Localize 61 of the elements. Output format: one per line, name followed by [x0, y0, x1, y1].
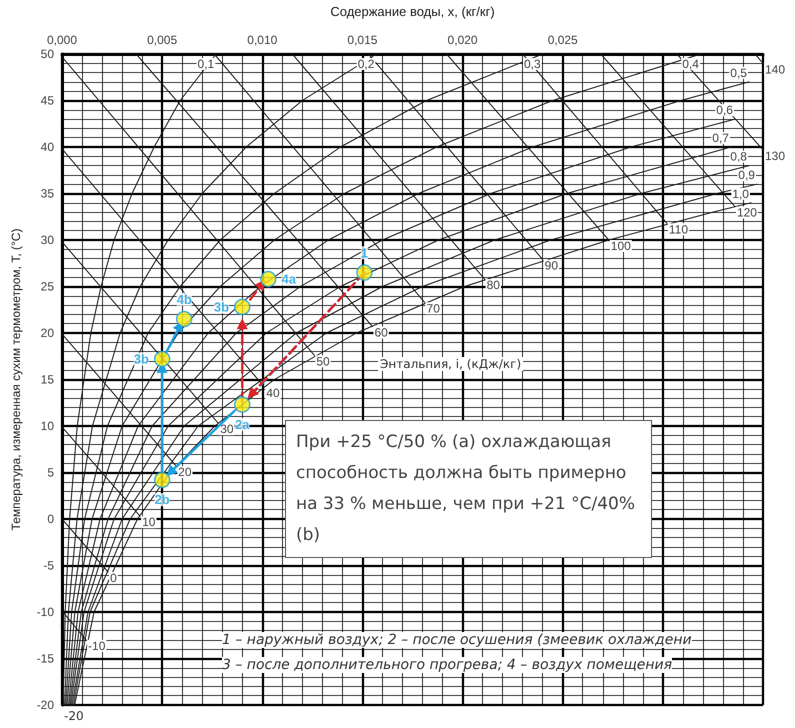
series-label: 0,9 [738, 168, 756, 182]
x-tick-label: 0,005 [147, 33, 178, 47]
y-tick-label: 20 [40, 326, 54, 340]
series-label: 2b [154, 492, 170, 508]
annotation: Энтальпия, i, (кДж/кг) [378, 357, 524, 371]
x-axis-title: Содержание воды, x, (кг/кг) [330, 4, 495, 19]
x-tick-label: 0,025 [548, 33, 578, 47]
series-label: 130 [765, 148, 786, 163]
x-tick-label: 0,010 [247, 33, 278, 47]
series-label: 60 [374, 325, 388, 340]
series-label: 3b [214, 299, 230, 314]
x-tick-label: 0,000 [46, 33, 78, 47]
y-tick-label: 0 [47, 512, 54, 526]
y-tick-label: -15 [36, 652, 54, 666]
y-tick-label: -10 [36, 605, 54, 619]
series-label: 4a [282, 272, 297, 287]
series-label: 0,2 [358, 57, 375, 71]
series-label: 110 [668, 222, 688, 236]
series-label: 0,1 [198, 57, 215, 71]
series-label: 2a [235, 416, 250, 432]
series-label: 0,5 [730, 66, 748, 80]
series-label: 20 [178, 464, 192, 479]
series-label: 1,0 [732, 186, 750, 201]
series-label: 50 [316, 354, 330, 368]
annotation: 1 – наружный воздух; 2 – после осушения (змеевик охлаждени [222, 632, 692, 648]
series-label: 0,6 [716, 103, 734, 118]
series-label: 0,7 [712, 131, 730, 145]
series-label: 30 [220, 422, 234, 436]
series-label: 70 [426, 301, 440, 316]
y-tick-label: 10 [40, 419, 54, 433]
series-label: 90 [544, 258, 558, 273]
series-label: -10 [88, 638, 106, 653]
y-tick-label: 45 [40, 94, 54, 108]
x-tick-label: 0,020 [448, 33, 478, 47]
series-label: 0,4 [682, 57, 700, 71]
series-label: 1 [360, 245, 368, 260]
y-tick-label: 35 [40, 186, 54, 200]
series-label: 40 [266, 386, 280, 400]
series-label: 80 [486, 278, 500, 292]
series-label: 0,3 [524, 57, 542, 71]
series-label: 10 [142, 515, 156, 530]
y-tick-label: 50 [40, 47, 54, 61]
y-tick-label: 25 [40, 280, 54, 294]
annotation: 3 – после дополнительного прогрева; 4 – воздух помещения [222, 657, 672, 673]
y-tick-label: -20 [36, 698, 54, 712]
y-tick-label: 30 [40, 233, 54, 247]
y-tick-label: 40 [40, 140, 54, 154]
y-tick-label: 5 [47, 466, 54, 480]
series-label: 140 [765, 62, 786, 76]
annotation: При +25 °C/50 % (a) охлаждающая способность должна быть примерно на 33 % меньше, чем при +21 °C/40% (b) [285, 420, 652, 558]
text: -20 [64, 709, 84, 723]
series-label: 0 [110, 571, 118, 586]
y-tick-label: 15 [40, 372, 54, 386]
series-label: 0,8 [730, 150, 748, 164]
series-label: 4b [176, 292, 192, 307]
y-tick-label: -5 [43, 558, 54, 572]
series-label: 100 [610, 239, 632, 253]
series-label: 3b [134, 352, 149, 367]
x-tick-label: 0,015 [347, 33, 378, 47]
y-axis-title: Температура, измеренная сухим термометром, T, (°C) [9, 228, 23, 530]
series-label: 120 [736, 206, 758, 220]
